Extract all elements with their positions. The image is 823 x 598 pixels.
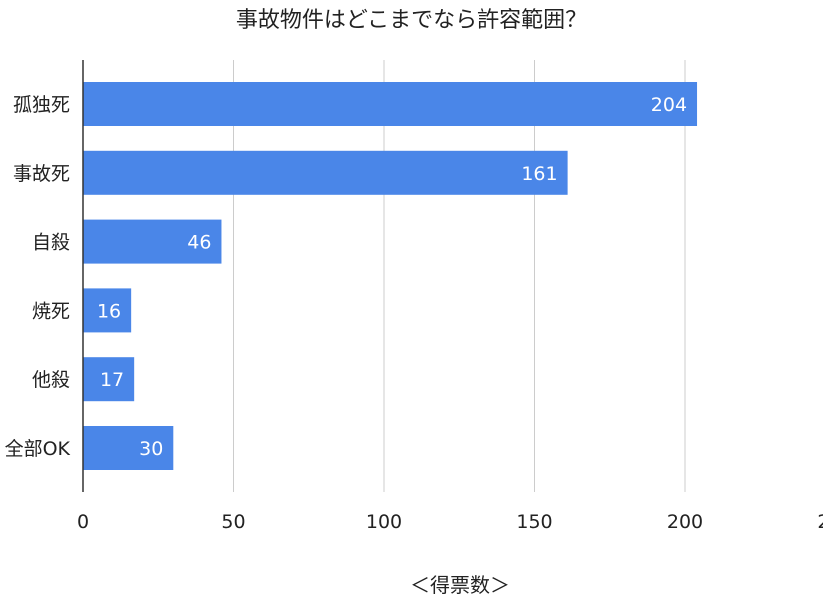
category-label: 自殺 bbox=[32, 232, 70, 254]
bar bbox=[83, 219, 222, 264]
bar bbox=[83, 82, 698, 126]
data-label: 17 bbox=[100, 369, 124, 391]
category-label: 事故死 bbox=[13, 163, 70, 185]
x-tick-label: 200 bbox=[667, 511, 703, 533]
data-label: 161 bbox=[521, 163, 557, 185]
data-label: 204 bbox=[651, 94, 687, 116]
x-tick-label: 50 bbox=[221, 511, 245, 533]
x-tick-label: 100 bbox=[366, 511, 402, 533]
x-tick-label: 250 bbox=[817, 511, 823, 533]
data-label: 16 bbox=[97, 300, 121, 322]
category-label: 孤独死 bbox=[13, 94, 70, 116]
bar bbox=[83, 150, 568, 195]
data-label: 46 bbox=[187, 232, 211, 254]
category-label: 全部OK bbox=[5, 438, 71, 460]
bar bbox=[83, 357, 135, 402]
category-label: 焼死 bbox=[32, 300, 70, 322]
category-label: 他殺 bbox=[32, 369, 70, 391]
data-label: 30 bbox=[139, 438, 163, 460]
x-tick-label: 150 bbox=[516, 511, 552, 533]
chart-title: 事故物件はどこまでなら許容範囲？ bbox=[235, 8, 588, 33]
bar bbox=[83, 426, 174, 470]
x-axis-title: ＜得票数＞ bbox=[410, 573, 510, 597]
x-tick-label: 0 bbox=[77, 511, 89, 533]
bar bbox=[83, 288, 132, 333]
